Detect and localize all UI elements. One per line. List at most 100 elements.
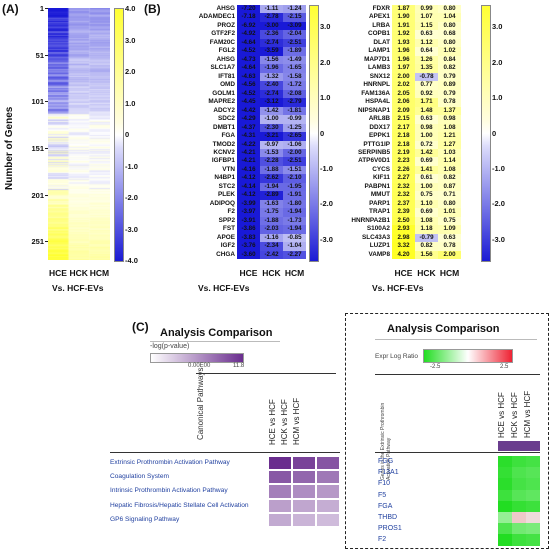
panel-c-legend-label: -log(p-value) xyxy=(150,343,190,350)
panel-b-left-value-cell: -2.89 xyxy=(260,191,283,200)
panel-b-left-gene-label: PLEK xyxy=(217,191,235,199)
panel-c-pathway-label: Hepatic Fibrosis/Hepatic Stellate Cell A… xyxy=(110,501,249,509)
panel-c-right-heat-cell xyxy=(512,467,526,479)
panel-b-left-gene-label: AHSG xyxy=(216,55,235,63)
panel-a-ytick: 51 xyxy=(35,50,44,60)
panel-a-colorbar-tick: 2.0 xyxy=(125,67,136,76)
panel-c-heat-cell xyxy=(292,484,316,499)
panel-b-right-value-cell: 2.50 xyxy=(392,216,415,226)
panel-a-colorbar-tick: 0 xyxy=(125,130,130,139)
panel-b-left-value-cell: -4.21 xyxy=(237,157,260,167)
panel-b-left-colorbar-tick: 3.0 xyxy=(320,22,331,32)
panel-b-left-value-cell: -3.21 xyxy=(260,132,283,141)
panel-b-right-value-cell: 0.80 xyxy=(438,21,461,31)
panel-a-ytick: 201 xyxy=(31,190,44,200)
panel-b-left-value-cell: -2.51 xyxy=(283,38,306,48)
panel-b-right-value-cell: 1.03 xyxy=(438,148,461,158)
panel-b-left-value-cell: -2.74 xyxy=(260,38,283,48)
panel-c-right-heat-cell xyxy=(498,512,512,524)
panel-b-left-value-cell: -2.51 xyxy=(283,157,306,167)
panel-b-right-value-cell: 1.90 xyxy=(392,13,415,23)
panel-b-left-value-cell: -0.99 xyxy=(283,115,306,124)
panel-c-pathway-label: Extrinsic Prothrombin Activation Pathway xyxy=(110,459,230,466)
panel-b-left-gene-label: SPP2 xyxy=(218,216,235,224)
panel-c-heat-cell xyxy=(316,470,340,485)
panel-b-left-value-cell: -1.56 xyxy=(260,55,283,65)
panel-c-right-gene-label: THBD xyxy=(378,514,398,521)
panel-b-right-column-label: HCM xyxy=(439,268,460,278)
panel-c-right-row-rule xyxy=(375,452,540,453)
panel-b-right-colorbar xyxy=(481,5,491,262)
panel-b-left-colorbar-tick: 1.0 xyxy=(320,93,331,103)
panel-b-left-gene-label: PROZ xyxy=(217,21,235,29)
panel-b-right-value-cell: 1.00 xyxy=(415,182,438,192)
panel-b-right-gene-label: FAM136A xyxy=(361,89,390,97)
panel-c-pathway-label: GP6 Signaling Pathway xyxy=(110,515,180,523)
panel-b-left-value-cell: -1.89 xyxy=(283,47,306,56)
panel-b-right-gene-label: ATP6V0D1 xyxy=(358,157,390,165)
panel-c-right-heat-cell xyxy=(498,489,512,501)
panel-c-heat-cell xyxy=(292,456,316,471)
panel-a-ytick-mark xyxy=(45,54,48,56)
panel-b-right-gene-label: MAP7D1 xyxy=(364,55,390,63)
panel-b-left-value-cell: -1.53 xyxy=(260,148,283,158)
panel-b-right-value-cell: 2.18 xyxy=(392,132,415,141)
panel-b-right-gene-label: HNRNPA2B1 xyxy=(351,216,390,224)
panel-a-colorbar-tick: -4.0 xyxy=(125,256,138,265)
panel-b-right-value-cell: 1.71 xyxy=(415,98,438,107)
panel-b-left-gene-label: OMD xyxy=(220,81,235,89)
panel-b-left-gene-label: FGL2 xyxy=(218,47,235,55)
panel-b-left-colorbar-tick: 0 xyxy=(320,128,325,138)
panel-a-colorbar-tick: 1.0 xyxy=(125,98,136,108)
panel-b-right-value-cell: 0.99 xyxy=(415,5,438,14)
panel-a-ytick: 101 xyxy=(31,97,44,107)
panel-b-right-gene-label: S100A2 xyxy=(366,225,390,233)
panel-b-right-gene-label: TRAP1 xyxy=(369,208,390,216)
panel-b-left-gene-label: FST xyxy=(222,225,235,233)
panel-b-left-gene-label: F2 xyxy=(227,208,235,216)
panel-c-heat-cell xyxy=(316,456,340,471)
panel-b-right-value-cell: 1.26 xyxy=(415,55,438,65)
panel-a-ytick: 251 xyxy=(31,237,44,247)
panel-b-left-value-cell: -7.18 xyxy=(237,13,260,23)
panel-b-right-value-cell: 0.61 xyxy=(415,174,438,184)
panel-b-left-gene-label: IGFBP1 xyxy=(211,157,235,165)
panel-b-right-colorbar-tick: -3.0 xyxy=(492,234,505,244)
panel-b-right-gene-label: LAMB3 xyxy=(367,64,390,72)
panel-b-left-value-cell: -1.96 xyxy=(260,64,283,73)
panel-b-right-value-cell: 0.82 xyxy=(438,64,461,73)
panel-b-right-value-cell: 0.82 xyxy=(415,242,438,251)
panel-b-left-value-cell: -1.72 xyxy=(283,81,306,90)
panel-c-heat-cell xyxy=(268,470,292,485)
panel-b-left-gene-label: TMOD2 xyxy=(212,140,235,148)
panel-b-left-value-cell: -1.88 xyxy=(260,216,283,226)
panel-b-left-value-cell: -4.16 xyxy=(237,165,260,175)
panel-b-right-value-cell: 1.07 xyxy=(415,13,438,23)
panel-b-right-value-cell: 1.18 xyxy=(415,225,438,234)
panel-c-title-rule xyxy=(150,341,280,342)
panel-c-legend-bar xyxy=(150,353,244,363)
panel-c-right-gene-label: F13A1 xyxy=(378,469,399,477)
panel-b-right-value-cell: 0.78 xyxy=(438,242,461,251)
panel-b-right-value-cell: 2.19 xyxy=(392,148,415,158)
panel-c-pathway-label: Coagulation System xyxy=(110,473,170,481)
panel-b-left-value-cell: -4.56 xyxy=(237,81,260,90)
panel-b-left-value-cell: -3.76 xyxy=(237,242,260,251)
panel-b-right-colorbar-tick: 2.0 xyxy=(492,57,503,67)
panel-b-left-colorbar-tick: -2.0 xyxy=(320,199,333,209)
panel-c-right-heat-cell xyxy=(512,478,526,490)
panel-b-left-value-cell: -1.00 xyxy=(260,115,283,124)
panel-b-right-gene-label: FDXR xyxy=(372,5,390,12)
panel-c-legend-max: 11.8 xyxy=(233,363,245,369)
panel-b-left-value-cell: -3.99 xyxy=(237,199,260,209)
panel-b-right-value-cell: 2.32 xyxy=(392,191,415,200)
panel-b-right-gene-label: COPB1 xyxy=(367,30,390,38)
panel-b-right-colorbar-tick: 3.0 xyxy=(492,22,503,32)
panel-b-left-value-cell: -4.29 xyxy=(237,115,260,124)
panel-a-ytick-mark xyxy=(45,194,48,196)
panel-b-right-value-cell: 2.18 xyxy=(392,140,415,150)
panel-a-colorbar xyxy=(114,8,124,262)
panel-c-right-legend-bar xyxy=(423,349,513,363)
panel-b-right-value-cell: 0.71 xyxy=(438,191,461,200)
panel-b-left-gene-label: IFT81 xyxy=(218,72,235,80)
